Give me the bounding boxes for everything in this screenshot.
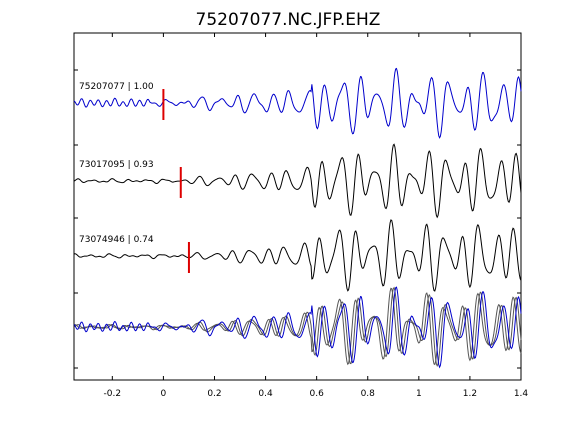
trace-label: 73017095 | 0.93: [79, 160, 154, 170]
x-axis: -0.2 0 0.2 0.4 0.6 0.8 1 1.2 1.4: [104, 33, 529, 399]
waveform-traces: [73, 67, 522, 292]
trace-line-75207077: [73, 67, 522, 139]
plot-frame: [73, 32, 522, 381]
y-ticks: [74, 69, 521, 369]
x-tick-label: 1.2: [463, 389, 477, 399]
trace-label: 73074946 | 0.74: [79, 235, 154, 245]
x-tick-label: 0.8: [361, 389, 376, 399]
x-tick-label: -0.2: [104, 389, 122, 399]
x-tick-label: 0: [161, 389, 167, 399]
x-tick-label: 0.4: [258, 389, 273, 399]
overlay-panel: [73, 286, 522, 369]
pick-markers: [162, 89, 190, 273]
trace-line-73074946: [73, 219, 522, 292]
trace-line-73017095: [73, 143, 522, 219]
trace-labels: 75207077 | 1.00 73017095 | 0.93 73074946 |…: [79, 82, 154, 245]
x-tick-label: 0.2: [207, 389, 221, 399]
x-tick-label: 1.4: [514, 389, 529, 399]
chart-title: 75207077.NC.JFP.EHZ: [196, 10, 381, 30]
x-tick-label: 1: [416, 389, 422, 399]
overlay-line-75207077: [73, 286, 522, 369]
x-tick-label: 0.6: [309, 389, 324, 399]
trace-label: 75207077 | 1.00: [79, 82, 154, 92]
